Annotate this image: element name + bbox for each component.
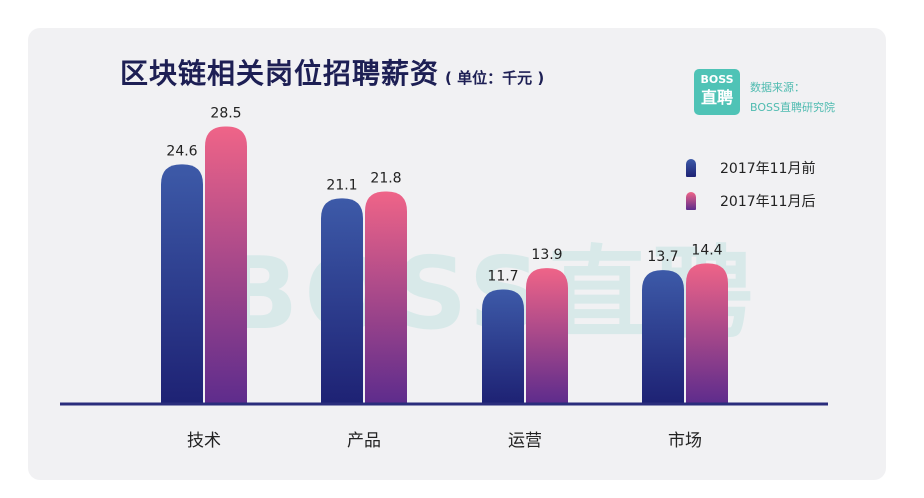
bar-运营-series0: [482, 289, 524, 403]
bar-产品-series1: [365, 191, 407, 403]
legend-label-after: 2017年11月后: [720, 194, 816, 210]
data-label-产品-series1: 21.8: [370, 171, 401, 187]
bar-市场-series1: [686, 263, 728, 403]
chart-legend: 2017年11月前 2017年11月后: [686, 158, 815, 224]
logo-line2: 直聘: [700, 88, 733, 107]
bar-市场-series0: [642, 270, 684, 403]
boss-logo: BOSS 直聘: [694, 69, 740, 115]
data-label-运营-series0: 11.7: [487, 269, 518, 285]
bar-技术-series1: [205, 126, 247, 404]
bar-产品-series0: [321, 198, 363, 403]
data-label-技术-series0: 24.6: [166, 143, 197, 159]
data-label-市场-series1: 14.4: [691, 242, 722, 258]
chart-header: 区块链相关岗位招聘薪资 ( 单位：千元 ): [120, 52, 544, 92]
bar-运营-series1: [526, 268, 568, 403]
x-tick-label-技术: 技术: [187, 431, 221, 451]
source-label: 数据来源：: [750, 81, 805, 94]
bar-技术-series0: [161, 164, 203, 403]
data-label-市场-series0: 13.7: [647, 249, 678, 265]
data-source: 数据来源： BOSS直聘研究院: [750, 78, 835, 118]
logo-line1: BOSS: [700, 73, 734, 86]
x-tick-label-市场: 市场: [668, 431, 702, 451]
data-label-技术-series1: 28.5: [210, 106, 241, 122]
data-label-运营-series1: 13.9: [531, 247, 562, 263]
legend-item-before: 2017年11月前: [686, 158, 815, 178]
legend-swatch-before: [686, 159, 696, 177]
chart-subtitle: ( 单位：千元 ): [445, 69, 545, 87]
legend-item-after: 2017年11月后: [686, 191, 815, 211]
legend-swatch-after: [686, 192, 696, 210]
chart-title: 区块链相关岗位招聘薪资: [120, 57, 440, 90]
x-tick-label-运营: 运营: [508, 431, 542, 451]
data-label-产品-series0: 21.1: [326, 177, 357, 193]
source-name: BOSS直聘研究院: [750, 101, 835, 114]
x-tick-label-产品: 产品: [347, 431, 381, 451]
legend-label-before: 2017年11月前: [720, 161, 816, 177]
